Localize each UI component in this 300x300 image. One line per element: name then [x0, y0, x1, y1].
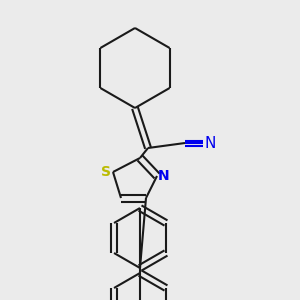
- Text: N: N: [158, 169, 170, 183]
- Text: N: N: [205, 136, 216, 151]
- Text: S: S: [101, 165, 111, 179]
